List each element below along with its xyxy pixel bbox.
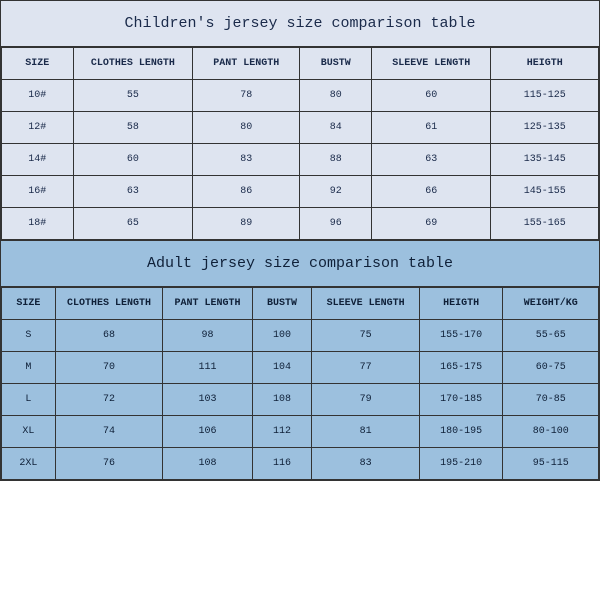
adult-section: Adult jersey size comparison table SIZEC… bbox=[1, 240, 599, 480]
column-header: SLEEVE LENGTH bbox=[312, 288, 419, 320]
children-header-row: SIZECLOTHES LENGTHPANT LENGTHBUSTWSLEEVE… bbox=[2, 48, 599, 80]
table-cell: 125-135 bbox=[491, 112, 599, 144]
table-cell: 68 bbox=[55, 320, 162, 352]
table-cell: 61 bbox=[372, 112, 491, 144]
table-cell: 103 bbox=[163, 384, 253, 416]
column-header: HEIGTH bbox=[491, 48, 599, 80]
table-cell: 65 bbox=[73, 208, 192, 240]
table-cell: 10# bbox=[2, 80, 74, 112]
table-cell: 66 bbox=[372, 176, 491, 208]
column-header: SIZE bbox=[2, 288, 56, 320]
table-cell: 72 bbox=[55, 384, 162, 416]
table-cell: 79 bbox=[312, 384, 419, 416]
table-row: S689810075155-17055-65 bbox=[2, 320, 599, 352]
table-cell: 115-125 bbox=[491, 80, 599, 112]
table-cell: 55 bbox=[73, 80, 192, 112]
table-cell: 78 bbox=[193, 80, 300, 112]
table-cell: XL bbox=[2, 416, 56, 448]
table-cell: 180-195 bbox=[419, 416, 503, 448]
table-cell: 145-155 bbox=[491, 176, 599, 208]
column-header: SIZE bbox=[2, 48, 74, 80]
table-row: M7011110477165-17560-75 bbox=[2, 352, 599, 384]
children-table: SIZECLOTHES LENGTHPANT LENGTHBUSTWSLEEVE… bbox=[1, 47, 599, 240]
table-row: 2XL7610811683195-21095-115 bbox=[2, 448, 599, 480]
table-cell: 16# bbox=[2, 176, 74, 208]
table-cell: 70-85 bbox=[503, 384, 599, 416]
table-cell: 12# bbox=[2, 112, 74, 144]
table-cell: 80 bbox=[300, 80, 372, 112]
column-header: BUSTW bbox=[300, 48, 372, 80]
table-cell: 81 bbox=[312, 416, 419, 448]
size-tables: Children's jersey size comparison table … bbox=[0, 0, 600, 481]
table-cell: 77 bbox=[312, 352, 419, 384]
table-cell: 111 bbox=[163, 352, 253, 384]
table-cell: 96 bbox=[300, 208, 372, 240]
table-row: L7210310879170-18570-85 bbox=[2, 384, 599, 416]
table-row: 14#60838863135-145 bbox=[2, 144, 599, 176]
adult-body: S689810075155-17055-65M7011110477165-175… bbox=[2, 320, 599, 480]
table-cell: 2XL bbox=[2, 448, 56, 480]
table-cell: S bbox=[2, 320, 56, 352]
adult-header-row: SIZECLOTHES LENGTHPANT LENGTHBUSTWSLEEVE… bbox=[2, 288, 599, 320]
table-cell: 76 bbox=[55, 448, 162, 480]
table-cell: 135-145 bbox=[491, 144, 599, 176]
column-header: CLOTHES LENGTH bbox=[73, 48, 192, 80]
table-row: 12#58808461125-135 bbox=[2, 112, 599, 144]
table-cell: M bbox=[2, 352, 56, 384]
table-cell: 83 bbox=[312, 448, 419, 480]
adult-title: Adult jersey size comparison table bbox=[1, 240, 599, 287]
table-cell: 74 bbox=[55, 416, 162, 448]
table-cell: 108 bbox=[252, 384, 312, 416]
table-cell: 80-100 bbox=[503, 416, 599, 448]
table-cell: 155-170 bbox=[419, 320, 503, 352]
table-cell: 63 bbox=[73, 176, 192, 208]
table-cell: 89 bbox=[193, 208, 300, 240]
column-header: SLEEVE LENGTH bbox=[372, 48, 491, 80]
adult-table: SIZECLOTHES LENGTHPANT LENGTHBUSTWSLEEVE… bbox=[1, 287, 599, 480]
children-body: 10#55788060115-12512#58808461125-13514#6… bbox=[2, 80, 599, 240]
table-cell: 170-185 bbox=[419, 384, 503, 416]
table-cell: 80 bbox=[193, 112, 300, 144]
table-cell: 112 bbox=[252, 416, 312, 448]
table-cell: 55-65 bbox=[503, 320, 599, 352]
table-cell: 165-175 bbox=[419, 352, 503, 384]
table-cell: 106 bbox=[163, 416, 253, 448]
table-cell: 18# bbox=[2, 208, 74, 240]
table-cell: 108 bbox=[163, 448, 253, 480]
table-cell: 75 bbox=[312, 320, 419, 352]
table-cell: 60 bbox=[372, 80, 491, 112]
column-header: PANT LENGTH bbox=[163, 288, 253, 320]
table-cell: 195-210 bbox=[419, 448, 503, 480]
table-row: XL7410611281180-19580-100 bbox=[2, 416, 599, 448]
table-row: 10#55788060115-125 bbox=[2, 80, 599, 112]
table-cell: 116 bbox=[252, 448, 312, 480]
table-cell: 69 bbox=[372, 208, 491, 240]
table-cell: 100 bbox=[252, 320, 312, 352]
table-cell: L bbox=[2, 384, 56, 416]
column-header: PANT LENGTH bbox=[193, 48, 300, 80]
children-section: Children's jersey size comparison table … bbox=[1, 1, 599, 240]
table-cell: 14# bbox=[2, 144, 74, 176]
table-cell: 98 bbox=[163, 320, 253, 352]
column-header: CLOTHES LENGTH bbox=[55, 288, 162, 320]
table-cell: 104 bbox=[252, 352, 312, 384]
table-cell: 63 bbox=[372, 144, 491, 176]
table-cell: 92 bbox=[300, 176, 372, 208]
table-row: 18#65899669155-165 bbox=[2, 208, 599, 240]
column-header: WEIGHT/KG bbox=[503, 288, 599, 320]
table-cell: 95-115 bbox=[503, 448, 599, 480]
table-cell: 58 bbox=[73, 112, 192, 144]
table-cell: 155-165 bbox=[491, 208, 599, 240]
table-cell: 88 bbox=[300, 144, 372, 176]
table-cell: 60 bbox=[73, 144, 192, 176]
children-title: Children's jersey size comparison table bbox=[1, 1, 599, 47]
table-row: 16#63869266145-155 bbox=[2, 176, 599, 208]
table-cell: 86 bbox=[193, 176, 300, 208]
table-cell: 83 bbox=[193, 144, 300, 176]
column-header: BUSTW bbox=[252, 288, 312, 320]
table-cell: 84 bbox=[300, 112, 372, 144]
table-cell: 70 bbox=[55, 352, 162, 384]
column-header: HEIGTH bbox=[419, 288, 503, 320]
table-cell: 60-75 bbox=[503, 352, 599, 384]
